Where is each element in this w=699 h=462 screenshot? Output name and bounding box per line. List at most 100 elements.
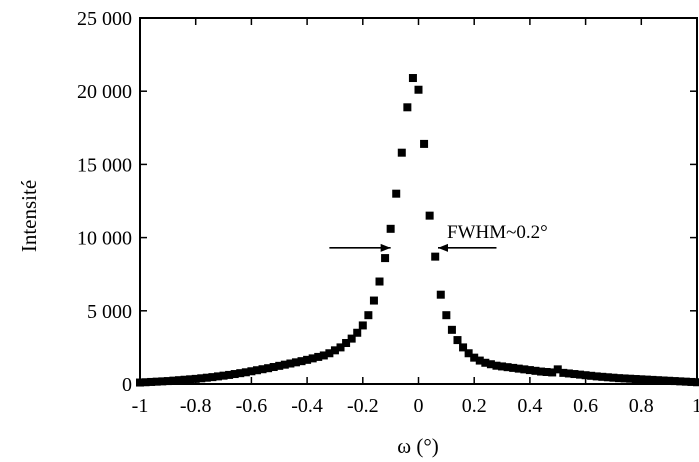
data-point xyxy=(598,372,607,381)
y-axis-label: Intensité xyxy=(17,180,41,252)
data-point xyxy=(486,360,495,369)
data-point xyxy=(553,365,562,374)
data-point xyxy=(576,370,585,379)
x-tick-label: -0.8 xyxy=(180,395,212,417)
fwhm-annotation: FWHM~0.2° xyxy=(329,222,548,252)
x-tick-label: 0 xyxy=(414,395,424,417)
data-point xyxy=(180,375,189,384)
data-point xyxy=(592,372,601,381)
data-point xyxy=(548,368,557,377)
data-point xyxy=(375,277,384,286)
data-point xyxy=(152,377,161,386)
data-point xyxy=(654,376,663,385)
data-point xyxy=(353,328,362,337)
data-point xyxy=(141,378,150,387)
x-axis-label: ω (°) xyxy=(397,434,438,458)
y-tick-label: 20 000 xyxy=(77,81,132,103)
axes: -1 -0.8 -0.6 -0.4 -0.2 0 0.2 0.4 0.6 0.8 105 00010… xyxy=(77,8,699,417)
data-point xyxy=(542,367,551,376)
x-tick-label: 0.2 xyxy=(462,395,487,417)
data-point xyxy=(314,352,323,361)
data-point xyxy=(169,376,178,385)
data-point xyxy=(481,358,490,367)
data-point xyxy=(397,148,406,157)
data-point xyxy=(464,349,473,358)
fwhm-arrow-right xyxy=(437,243,497,252)
fwhm-label: FWHM~0.2° xyxy=(447,222,548,243)
x-tick-label: 0.6 xyxy=(573,395,598,417)
data-point xyxy=(492,361,501,370)
data-point xyxy=(392,189,401,198)
x-tick-label: -0.2 xyxy=(347,395,379,417)
data-point xyxy=(358,321,367,330)
data-point xyxy=(659,376,668,385)
data-point xyxy=(408,74,417,83)
data-point xyxy=(603,373,612,382)
data-point xyxy=(648,375,657,384)
data-point xyxy=(615,374,624,383)
data-point xyxy=(230,370,239,379)
data-point xyxy=(570,370,579,379)
data-point xyxy=(564,369,573,378)
data-point xyxy=(197,374,206,383)
x-tick-label: -0.6 xyxy=(236,395,268,417)
data-point xyxy=(520,365,529,374)
data-point xyxy=(525,366,534,375)
data-point xyxy=(609,373,618,382)
data-point xyxy=(475,356,484,365)
data-point xyxy=(297,357,306,366)
data-point xyxy=(247,367,256,376)
data-point xyxy=(509,363,518,372)
data-point xyxy=(186,375,195,384)
x-tick-label: 1 xyxy=(692,395,699,417)
y-tick-label: 0 xyxy=(122,374,132,396)
x-tick-label: 0.4 xyxy=(517,395,542,417)
data-point xyxy=(236,369,245,378)
fwhm-arrow-left xyxy=(329,243,391,252)
y-tick-label: 25 000 xyxy=(77,8,132,30)
data-point xyxy=(420,139,429,148)
data-point xyxy=(258,365,267,374)
data-point xyxy=(676,377,685,386)
data-point xyxy=(147,377,156,386)
data-point xyxy=(213,372,222,381)
data-point xyxy=(163,377,172,386)
data-point xyxy=(459,343,468,352)
data-point xyxy=(219,371,228,380)
data-point xyxy=(681,377,690,386)
data-point xyxy=(470,353,479,362)
data-point xyxy=(174,376,183,385)
data-point xyxy=(286,359,295,368)
data-point xyxy=(436,290,445,299)
data-point xyxy=(347,334,356,343)
data-point xyxy=(342,339,351,348)
data-point xyxy=(158,377,167,386)
data-point xyxy=(269,363,278,372)
data-point xyxy=(308,354,317,363)
data-point xyxy=(364,311,373,320)
data-point xyxy=(581,371,590,380)
data-point xyxy=(665,376,674,385)
data-point xyxy=(319,351,328,360)
data-point xyxy=(537,367,546,376)
data-point xyxy=(442,311,451,320)
x-tick-label: 0.8 xyxy=(629,395,654,417)
data-point xyxy=(531,366,540,375)
data-point xyxy=(325,349,334,358)
y-tick-label: 5 000 xyxy=(87,301,132,323)
data-point xyxy=(280,360,289,369)
y-tick-label: 15 000 xyxy=(77,154,132,176)
data-point xyxy=(303,355,312,364)
data-point xyxy=(291,358,300,367)
data-point xyxy=(453,336,462,345)
data-point xyxy=(241,368,250,377)
data-point xyxy=(275,361,284,370)
data-point xyxy=(252,366,261,375)
data-point xyxy=(414,85,423,94)
data-point xyxy=(208,373,217,382)
data-point xyxy=(403,103,412,112)
data-point xyxy=(447,325,456,334)
data-point xyxy=(498,362,507,371)
x-tick-label: -0.4 xyxy=(291,395,323,417)
